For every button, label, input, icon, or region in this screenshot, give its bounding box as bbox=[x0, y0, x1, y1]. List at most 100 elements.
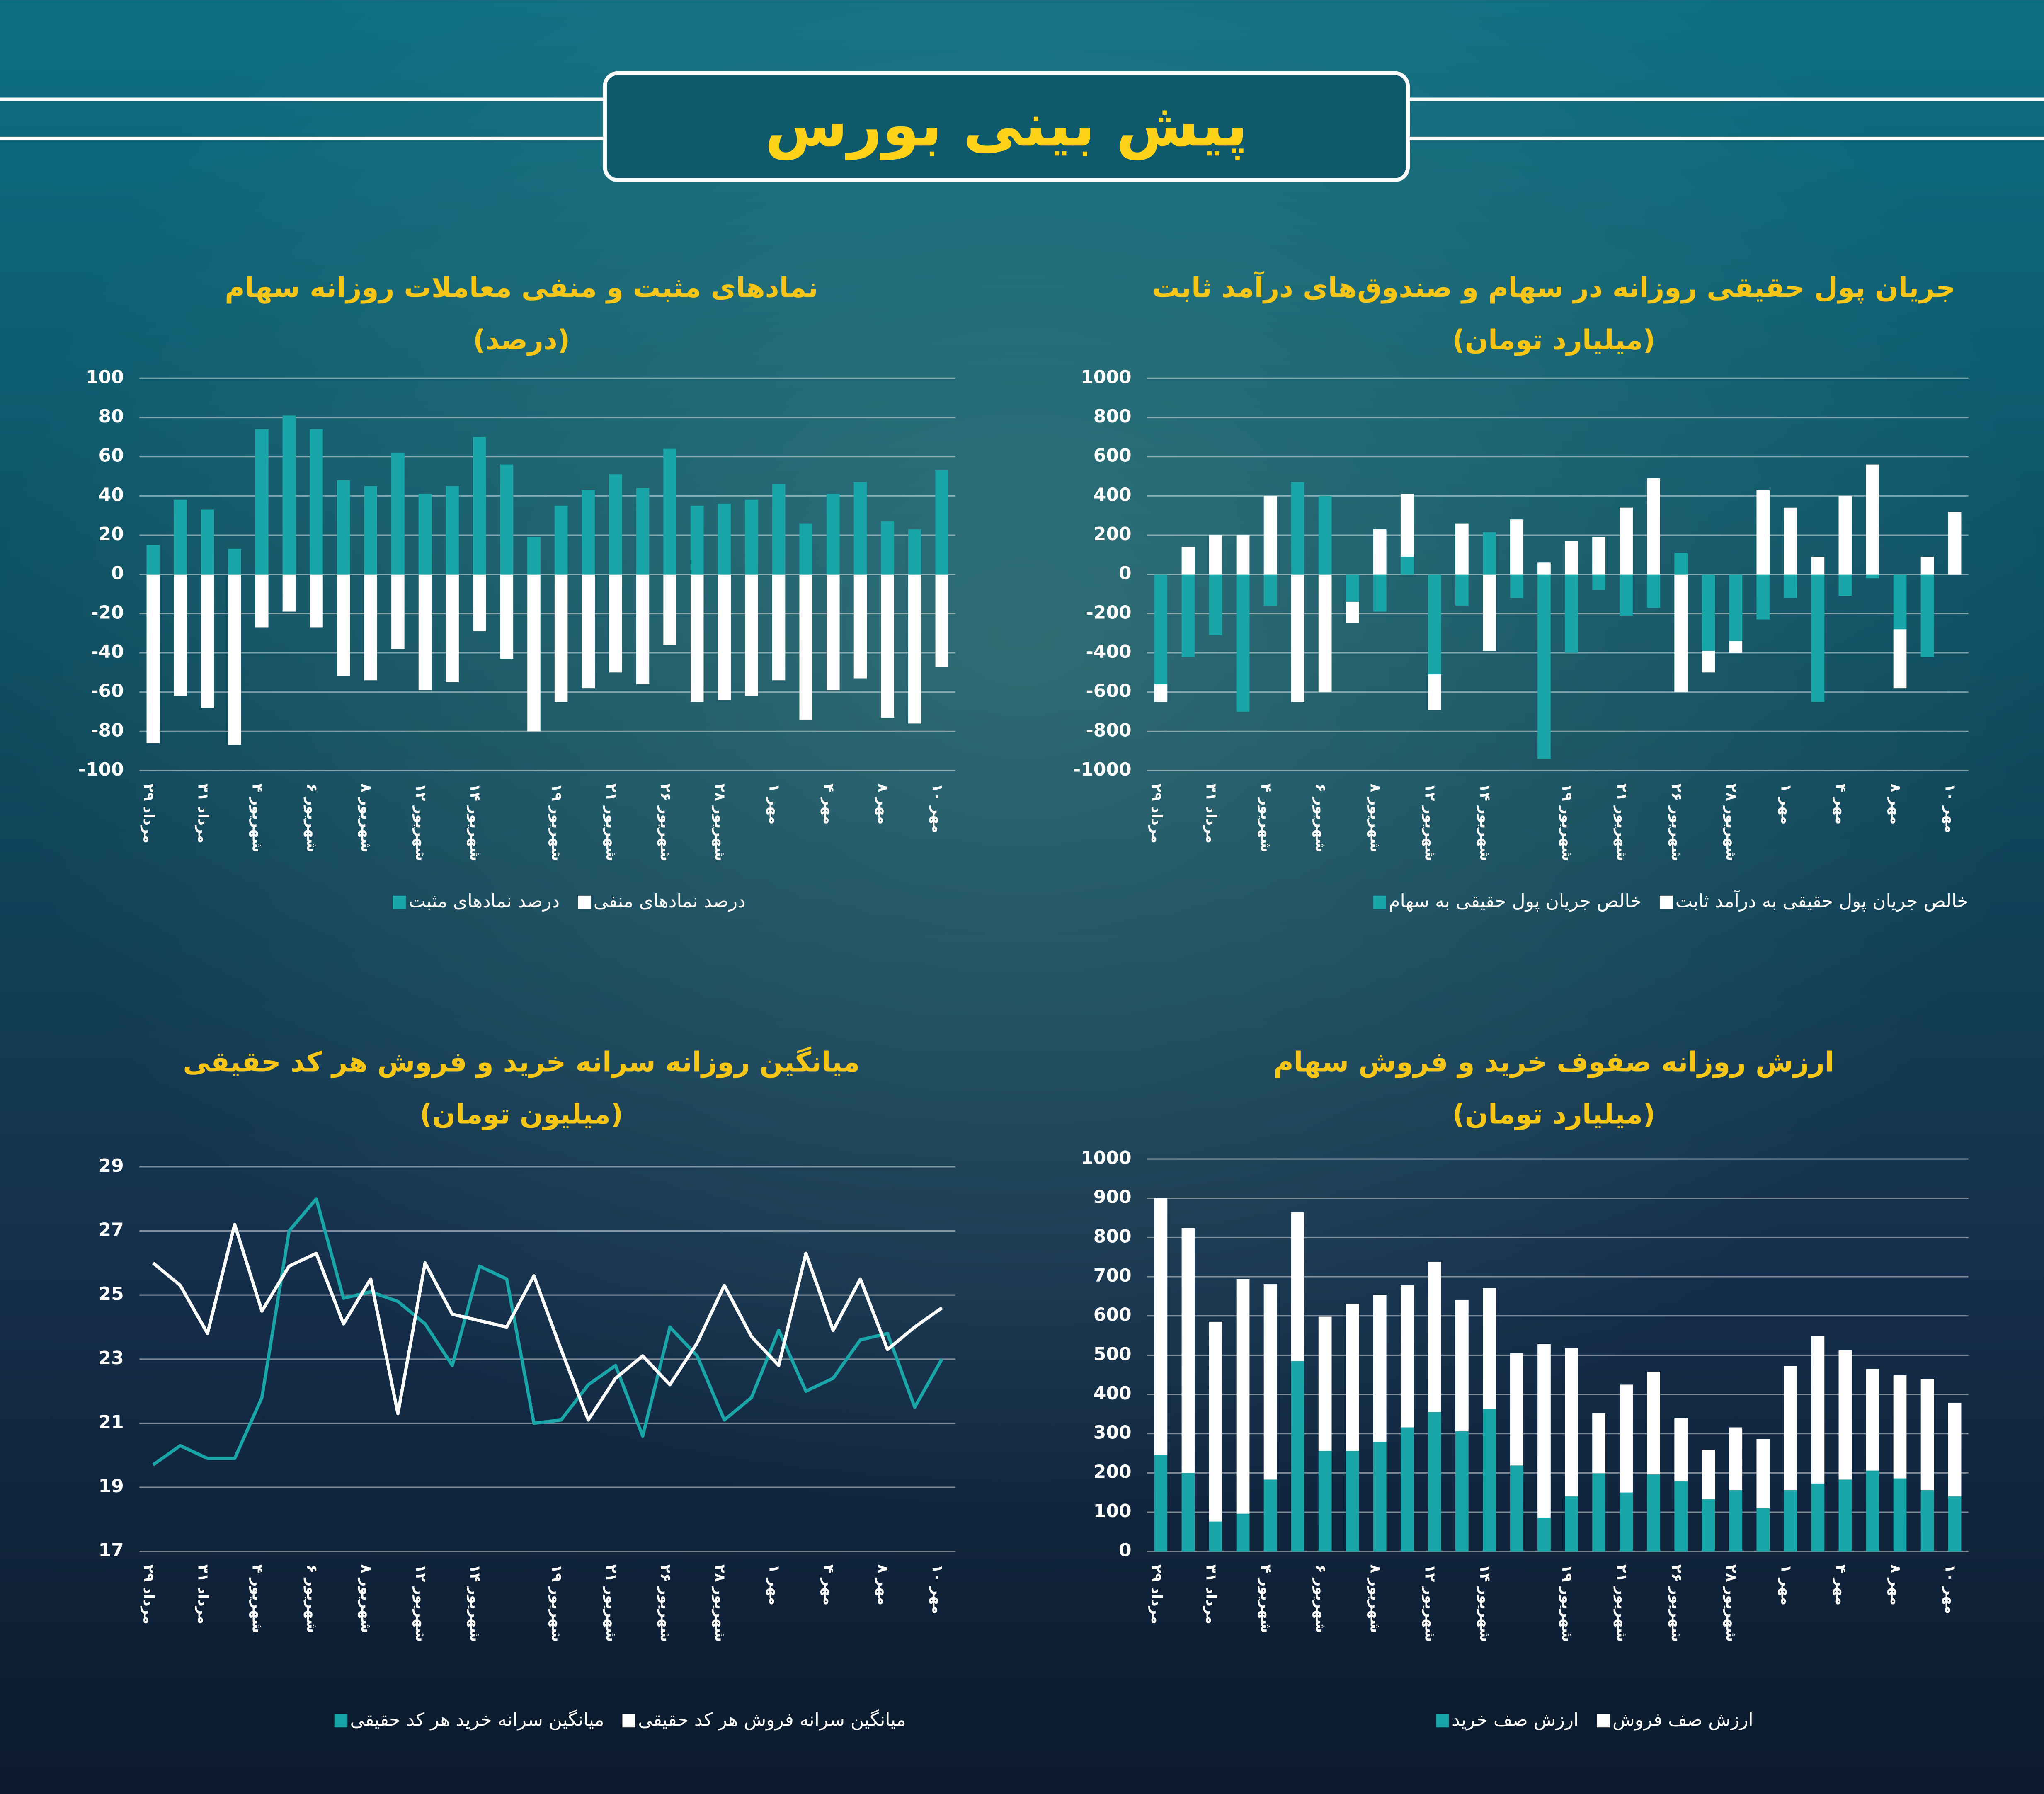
bar bbox=[1428, 1412, 1441, 1552]
y-tick-label: 300 bbox=[1094, 1422, 1132, 1443]
legend-label: میانگین سرانه فروش هر کد حقیقی bbox=[638, 1709, 906, 1730]
legend-label: ارزش صف فروش bbox=[1612, 1709, 1753, 1730]
x-tick-label: ۸ شهریور bbox=[1367, 783, 1384, 852]
y-tick-label: -400 bbox=[1086, 641, 1132, 662]
bar bbox=[1236, 1279, 1250, 1514]
y-tick-label: -100 bbox=[78, 759, 124, 780]
chart-subtitle: (میلیون تومان) bbox=[419, 1098, 623, 1130]
bar bbox=[1181, 574, 1195, 657]
bar bbox=[1729, 1427, 1743, 1491]
y-tick-label: -60 bbox=[91, 681, 124, 702]
bar bbox=[446, 486, 459, 575]
x-tick-label: ۱ مهر bbox=[766, 783, 783, 824]
x-tick-label: ۶ شهریور bbox=[303, 783, 320, 852]
bar bbox=[609, 574, 622, 673]
bar bbox=[1784, 574, 1797, 598]
y-tick-label: 600 bbox=[1094, 445, 1132, 466]
bar bbox=[881, 521, 894, 575]
bar bbox=[1565, 1348, 1578, 1497]
bar bbox=[1209, 1521, 1222, 1552]
bar bbox=[772, 574, 786, 681]
legend-label: درصد نمادهای منفی bbox=[594, 891, 746, 912]
bar bbox=[1537, 562, 1551, 575]
line bbox=[152, 1223, 943, 1422]
bar bbox=[1756, 490, 1770, 575]
x-tick-label: ۱۲ شهریور bbox=[1422, 783, 1438, 861]
bar bbox=[500, 464, 514, 575]
bar bbox=[201, 509, 214, 575]
bar bbox=[908, 529, 921, 575]
bar bbox=[1811, 1336, 1825, 1484]
x-tick-label: ۱۴ شهریور bbox=[1477, 783, 1493, 861]
bar bbox=[908, 574, 921, 724]
y-tick-label: 1000 bbox=[1081, 366, 1132, 388]
y-tick-label: 19 bbox=[98, 1476, 124, 1497]
bar bbox=[853, 574, 867, 679]
bar bbox=[1647, 1474, 1660, 1552]
bar bbox=[1428, 674, 1441, 710]
x-tick-label: ۴ شهریور bbox=[249, 783, 266, 852]
bar bbox=[1181, 547, 1195, 575]
bar bbox=[337, 574, 350, 676]
bar bbox=[1318, 574, 1332, 692]
bar bbox=[473, 574, 486, 631]
x-tick-label: ۲۶ شهریور bbox=[657, 783, 674, 861]
legend-swatch bbox=[1373, 895, 1386, 909]
x-tick-label: ۳۱ مرداد bbox=[194, 783, 211, 844]
bar bbox=[1866, 1470, 1879, 1552]
bar bbox=[1866, 464, 1879, 575]
bar bbox=[282, 415, 296, 575]
bar bbox=[1647, 574, 1660, 608]
y-tick-label: 80 bbox=[98, 406, 124, 427]
y-tick-label: 400 bbox=[1094, 484, 1132, 505]
bar bbox=[1318, 1316, 1332, 1451]
bar bbox=[527, 574, 541, 732]
x-tick-label: ۲۹ مرداد bbox=[1148, 783, 1164, 844]
bar bbox=[1537, 1518, 1551, 1552]
x-tick-label: ۳۱ مرداد bbox=[1203, 1564, 1219, 1624]
bar bbox=[1920, 557, 1934, 575]
bar bbox=[174, 574, 187, 696]
bar bbox=[1838, 1479, 1852, 1552]
x-tick-label: ۲۶ شهریور bbox=[1668, 783, 1685, 861]
y-tick-label: 0 bbox=[1119, 563, 1132, 584]
bar bbox=[201, 574, 214, 708]
x-tick-label: ۸ مهر bbox=[1887, 1564, 1903, 1605]
bar bbox=[1209, 1321, 1222, 1522]
bar bbox=[1565, 574, 1578, 653]
bar bbox=[1702, 1499, 1715, 1552]
y-tick-label: 23 bbox=[98, 1348, 124, 1369]
bar bbox=[1537, 574, 1551, 759]
x-tick-label: ۱۲ شهریور bbox=[412, 783, 429, 861]
x-tick-label: ۱ مهر bbox=[766, 1564, 783, 1605]
bar bbox=[255, 429, 269, 575]
bar bbox=[745, 574, 758, 696]
x-tick-label: ۴ مهر bbox=[820, 1564, 837, 1605]
bar bbox=[1948, 1496, 1962, 1552]
bar bbox=[1756, 574, 1770, 620]
bar bbox=[1483, 574, 1496, 651]
y-tick-label: 20 bbox=[98, 524, 124, 545]
bar bbox=[1236, 574, 1250, 712]
legend-swatch bbox=[334, 1714, 348, 1728]
bar bbox=[1620, 574, 1633, 616]
chart-title: ارزش روزانه صفوف خرید و فروش سهام bbox=[1273, 1046, 1834, 1079]
bar bbox=[636, 574, 650, 684]
bar bbox=[1373, 574, 1387, 612]
bar bbox=[690, 574, 704, 702]
bar bbox=[1483, 1288, 1496, 1410]
bar bbox=[1291, 1361, 1304, 1552]
x-tick-label: ۲۹ مرداد bbox=[140, 1564, 157, 1624]
legend-label: ارزش صف خرید bbox=[1452, 1709, 1578, 1730]
x-tick-label: ۱۲ شهریور bbox=[412, 1564, 429, 1642]
bar bbox=[1400, 494, 1414, 557]
legend-swatch bbox=[1597, 1714, 1610, 1728]
x-tick-label: ۲۱ شهریور bbox=[603, 1564, 619, 1642]
bar bbox=[1729, 574, 1743, 641]
bar bbox=[881, 574, 894, 718]
bar bbox=[1592, 537, 1605, 575]
bar bbox=[1838, 496, 1852, 575]
bar bbox=[228, 549, 241, 575]
y-tick-label: 400 bbox=[1094, 1383, 1132, 1404]
bar bbox=[418, 574, 432, 690]
